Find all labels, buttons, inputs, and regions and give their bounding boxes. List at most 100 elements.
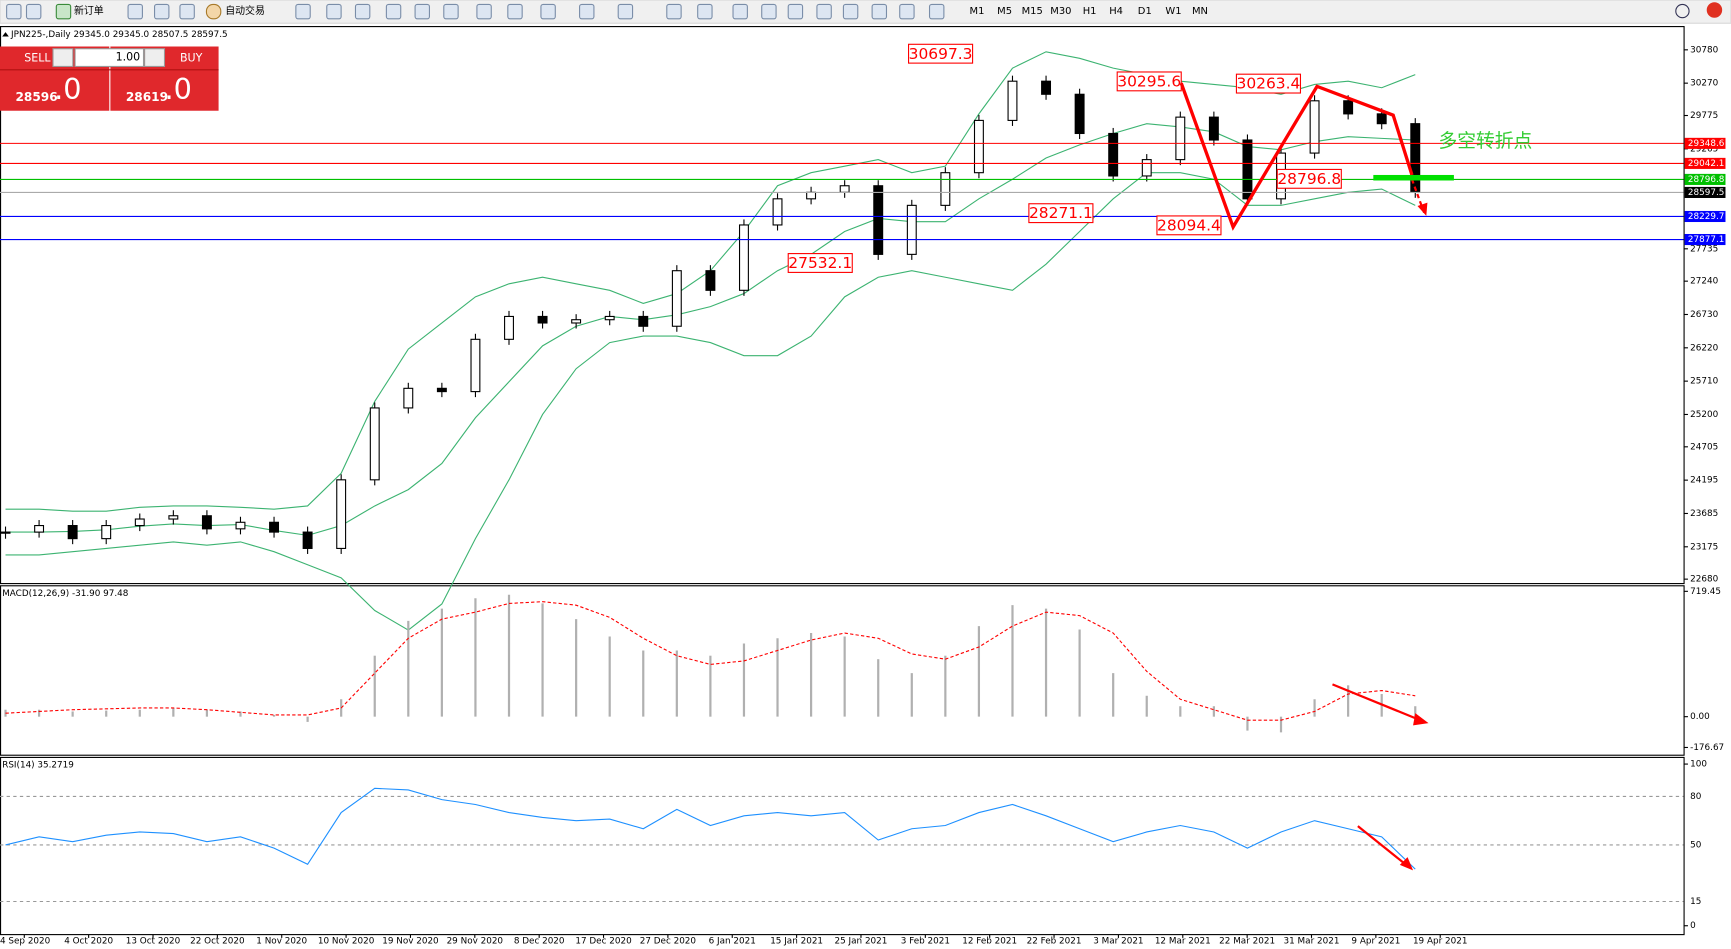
candle-body [403,387,414,409]
toolbar-icon[interactable] [507,3,523,20]
toolbar-icon[interactable] [842,3,859,20]
toolbar-icon[interactable] [385,3,402,20]
y-tick-label: 80 [1690,792,1702,802]
x-tick-label: 3 Feb 2021 [901,937,950,947]
timeframe-button[interactable]: M1 [970,6,985,17]
toolbar-icon[interactable] [443,3,459,20]
support-marker [1373,174,1454,181]
y-tick-label: 23685 [1690,509,1718,519]
price-level-tag [1684,210,1726,223]
candle-body [235,521,246,530]
toolbar-icon[interactable] [476,3,492,20]
candle-body [571,319,582,324]
price-level-tag [1684,137,1726,149]
annotation: 28271.1 [1029,204,1093,222]
lots-down[interactable] [52,48,74,67]
price-level-label: 27877.1 [1688,235,1724,245]
x-tick-label: 19 Nov 2020 [382,937,439,947]
note: 多空转折点 [1438,130,1532,152]
toolbar-icon[interactable] [6,3,22,20]
toolbar-icon[interactable] [928,3,945,20]
y-tick-label: 15 [1690,897,1701,907]
toolbar-icon[interactable] [414,3,430,20]
candle-body [1208,116,1219,141]
toolbar-icon[interactable] [326,3,342,20]
search-icon[interactable] [1675,3,1690,19]
y-tick-label: 30780 [1690,45,1718,55]
x-tick-label: 22 Feb 2021 [1027,937,1082,947]
candle-body [302,531,313,549]
toolbar-icon[interactable] [154,3,170,20]
candle-body [1141,159,1152,177]
buy-price-frac[interactable]: .0 [164,72,191,106]
buy-button[interactable]: BUY [180,52,203,65]
timeframe-button[interactable]: MN [1192,6,1208,17]
toolbar-icon[interactable] [25,3,42,20]
candle-body [1376,113,1387,125]
candle-body [671,270,682,327]
toolbar-icon[interactable] [732,3,748,20]
timeframe-button[interactable]: M15 [1022,6,1043,17]
candle-body [34,525,45,533]
x-tick-label: 17 Dec 2020 [575,937,632,947]
y-tick-label: -176.67 [1690,743,1724,753]
sell-price-frac[interactable]: .0 [54,72,81,106]
timeframe-button[interactable]: H1 [1083,6,1097,17]
toolbar-icon[interactable] [666,3,682,20]
x-tick-label: 1 Nov 2020 [256,937,307,947]
notification-icon[interactable] [1706,2,1723,18]
toolbar-icon[interactable] [127,3,143,20]
timeframe-button[interactable]: M5 [997,6,1012,17]
candle-body [1242,139,1253,200]
y-tick-label: 100 [1690,760,1707,770]
toolbar-icon[interactable] [354,3,371,20]
toolbar-icon[interactable] [816,3,832,20]
timeframe-button[interactable]: M30 [1050,6,1071,17]
candle-body [67,525,78,540]
annotation: 30263.4 [1237,75,1301,93]
trend-arrow [1357,825,1409,867]
annotation-box [1276,168,1342,189]
toolbar-icon[interactable] [179,3,195,20]
toolbar-icon[interactable] [697,3,713,20]
x-tick-label: 10 Nov 2020 [318,937,375,947]
annotation: 28796.8 [1277,170,1341,188]
timeframe-button[interactable]: D1 [1138,6,1152,17]
annotation-box [1028,203,1094,224]
price-level-tag [1684,233,1726,246]
toolbar-icon[interactable] [205,3,222,20]
timeframe-button[interactable]: W1 [1165,6,1181,17]
x-tick-label: 13 Oct 2020 [126,937,181,947]
toolbar-icon[interactable] [55,3,72,20]
lots-input[interactable] [74,48,145,67]
timeframe-button[interactable]: H4 [1109,6,1123,17]
toolbar-icon[interactable] [871,3,888,20]
buy-price[interactable]: 28619 [126,90,168,104]
y-tick-label: 25710 [1690,377,1718,387]
lots-value[interactable]: 1.00 [116,51,141,64]
price-level-label: 29042.1 [1688,159,1724,169]
toolbar-icon[interactable] [579,3,595,20]
candle-body [1108,132,1119,177]
sell-button[interactable]: SELL [24,52,51,65]
candle-body [1007,80,1018,121]
annotation-box [1156,215,1222,236]
y-tick-label: 0 [1690,921,1696,931]
toolbar-icon[interactable] [899,3,915,20]
toolbar-button[interactable]: 自动交易 [225,4,265,17]
candle-body [1175,116,1186,161]
toolbar-button[interactable]: 新订单 [74,4,104,17]
lots-up[interactable] [144,48,166,67]
toolbar-icon[interactable] [787,3,804,20]
price-level-tag [1684,186,1726,198]
x-tick-label: 8 Dec 2020 [514,937,565,947]
toolbar-icon[interactable] [617,3,634,20]
sell-price[interactable]: 28596 [15,90,57,104]
toolbar-icon[interactable] [761,3,777,20]
toolbar-icon[interactable] [540,3,556,20]
annotation-box [787,253,853,273]
trend-arrow [1332,683,1423,722]
toolbar-icon[interactable] [295,3,311,20]
annotation-box [908,43,974,64]
